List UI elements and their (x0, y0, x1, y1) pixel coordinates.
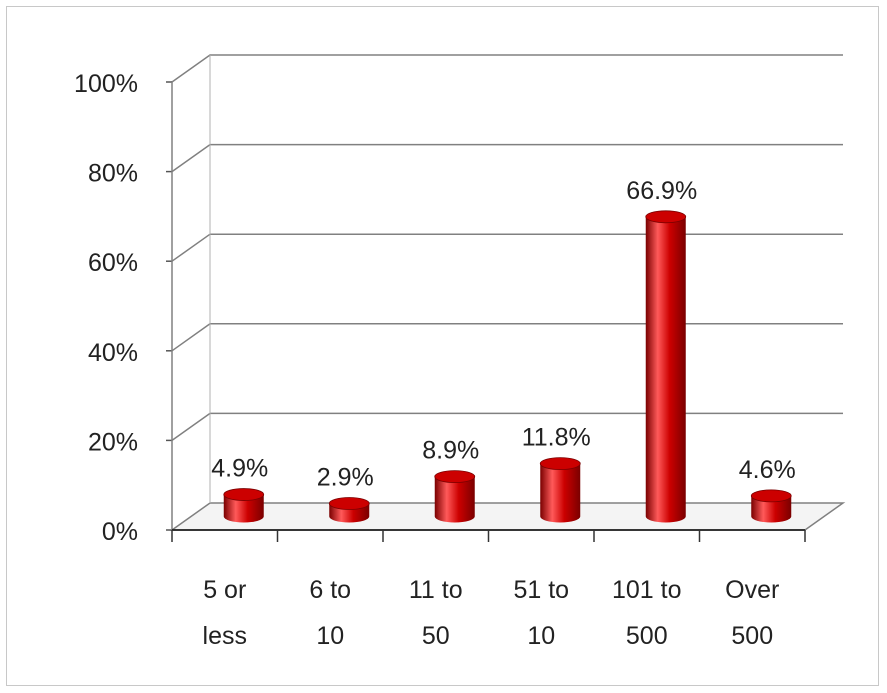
bar-body (223, 494, 264, 523)
data-label: 11.8% (522, 424, 591, 452)
bar (750, 489, 792, 523)
x-tick-label: 500 (731, 622, 773, 650)
bar-body (751, 495, 792, 523)
x-tick-label: 10 (316, 622, 344, 650)
y-tick-label: 100% (74, 70, 138, 98)
data-label: 4.6% (739, 456, 796, 484)
gridline (171, 54, 843, 83)
x-tick-label: 5 or (203, 576, 246, 604)
x-tick-label: 10 (527, 622, 555, 650)
data-label: 66.9% (626, 177, 697, 205)
y-tick-labels: 0% 20% 40% 60% 80% 100% (74, 70, 138, 546)
x-tick-label: 51 to (513, 576, 569, 604)
x-tick-label: 50 (422, 622, 450, 650)
y-tick-label: 20% (88, 428, 138, 456)
y-tick-label: 80% (88, 160, 138, 188)
gridline (171, 233, 843, 262)
bar-top (328, 497, 370, 510)
x-tick-label: 11 to (409, 576, 463, 604)
bars (223, 210, 792, 523)
x-tick-label: 101 to (612, 576, 682, 604)
bar (645, 210, 687, 523)
bar-body (645, 216, 686, 523)
data-label: 8.9% (422, 437, 479, 465)
bar-top (750, 489, 792, 503)
y-tick-label: 0% (102, 518, 138, 546)
gridline (171, 323, 843, 352)
axes (166, 55, 806, 542)
x-tick-label: Over (725, 576, 779, 604)
floor (169, 502, 846, 531)
chart-frame (6, 6, 879, 686)
bar-top (223, 488, 265, 501)
x-tick-label: 500 (626, 622, 668, 650)
data-label: 2.9% (317, 464, 374, 492)
bar (539, 457, 581, 523)
gridline (171, 143, 843, 173)
bar-body (434, 476, 475, 523)
data-labels: 4.9% 2.9% 8.9% 11.8% 66.9% 4.6% (211, 177, 795, 492)
gridline (171, 412, 843, 442)
bar-top (434, 470, 476, 484)
y-tick-label: 60% (88, 249, 138, 277)
bar (434, 470, 476, 523)
x-tick-label: less (203, 622, 247, 650)
x-tick-label: 6 to (309, 576, 351, 604)
bar-top (645, 210, 687, 224)
bar-body (540, 463, 581, 523)
x-tick-labels: 5 or less 6 to 10 11 to 50 51 to 10 101 to 500 Ove… (203, 576, 780, 650)
bar-top (539, 457, 581, 471)
bar (223, 488, 265, 523)
y-tick-label: 40% (88, 339, 138, 367)
bar (328, 497, 370, 523)
data-label: 4.9% (211, 455, 268, 483)
